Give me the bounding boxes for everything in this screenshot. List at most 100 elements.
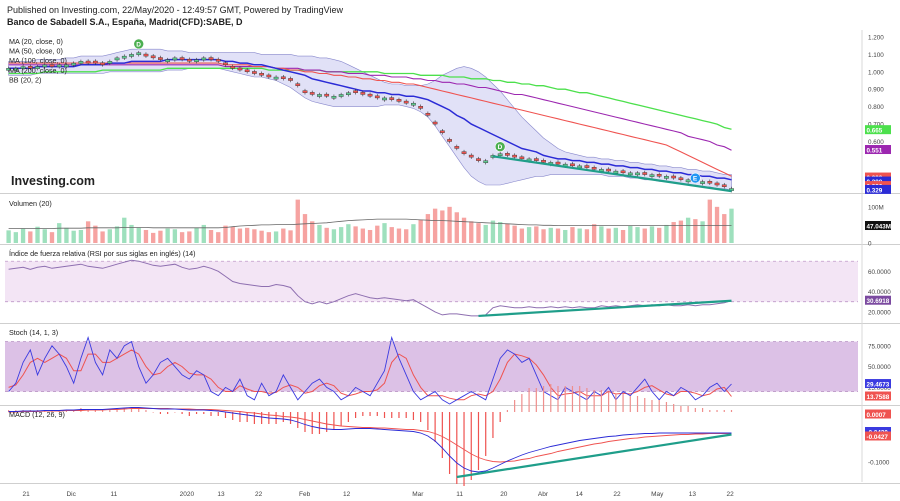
candle xyxy=(172,57,178,61)
volume-bar xyxy=(700,221,705,243)
volume-bar xyxy=(512,225,517,243)
candle xyxy=(570,163,575,167)
macd-histogram-bar xyxy=(629,396,631,412)
volume-bar xyxy=(418,219,423,243)
macd-histogram-bar xyxy=(188,412,190,416)
candle xyxy=(685,179,691,183)
rsi-last-value-bg xyxy=(865,295,891,305)
price-last-value-0: 0.665 xyxy=(867,128,883,135)
candle xyxy=(35,66,40,69)
candle xyxy=(476,158,481,161)
candle xyxy=(208,57,214,60)
candle xyxy=(541,160,546,163)
macd-histogram-bar xyxy=(687,406,689,412)
volume-bar xyxy=(526,227,532,243)
stoch-tick-label: 25.0000 xyxy=(868,385,891,392)
macd-histogram-bar xyxy=(665,402,668,412)
x-tick-label: 21 xyxy=(22,491,30,498)
price-pane: 1.200 1.100 1.000 0.900 0.800 0.700 0.600 D D E 0.… xyxy=(6,34,891,194)
macd-histogram-bar xyxy=(311,412,313,434)
price-legend-entry: MA (20, close, 0) xyxy=(9,37,63,46)
candle xyxy=(497,153,503,156)
price-tick-label: 0.700 xyxy=(868,122,884,129)
candle xyxy=(367,93,373,97)
candle xyxy=(64,64,69,68)
volume-bar xyxy=(519,228,525,243)
volume-bar xyxy=(331,229,337,243)
macd-histogram-bar xyxy=(441,412,443,458)
candle xyxy=(656,174,662,177)
x-tick-label: 20 xyxy=(500,491,508,498)
x-tick-label: 11 xyxy=(110,491,117,498)
volume-bar xyxy=(165,228,170,243)
volume-bar xyxy=(281,228,286,243)
macd-histogram-bar xyxy=(297,412,299,428)
price-tick-label: 0.600 xyxy=(868,139,884,146)
candle xyxy=(244,69,250,73)
volume-bar xyxy=(404,229,409,243)
candle xyxy=(49,64,55,67)
macd-histogram-bar xyxy=(405,412,407,418)
stoch-k-last-value: 29.4673 xyxy=(867,382,890,389)
macd-histogram-bar xyxy=(289,412,292,424)
candle xyxy=(512,154,517,158)
event-marker xyxy=(133,38,145,50)
volume-bar xyxy=(71,230,76,243)
stoch-k-line xyxy=(8,335,732,405)
volume-bar xyxy=(100,231,105,243)
macd-histogram-bar xyxy=(246,412,248,422)
macd-histogram-bar xyxy=(579,386,581,412)
candle xyxy=(237,67,243,71)
volume-bar xyxy=(555,228,561,243)
legends: MA (20, close, 0)MA (50, close, 0)MA (10… xyxy=(9,37,196,419)
candle xyxy=(6,68,11,71)
volume-bar xyxy=(628,225,633,243)
volume-bar xyxy=(302,214,308,243)
candle xyxy=(78,61,84,64)
macd-histogram-bar xyxy=(195,412,198,414)
candle xyxy=(353,90,358,93)
candle xyxy=(92,60,98,64)
macd-histogram-bar xyxy=(239,412,241,422)
macd-histogram-bar xyxy=(593,390,595,412)
candle xyxy=(627,172,633,176)
volume-bar xyxy=(122,217,127,243)
macd-histogram-bar xyxy=(514,400,516,412)
volume-bar xyxy=(411,224,416,243)
macd-histogram-bar xyxy=(434,412,436,442)
macd-histogram-bar xyxy=(8,410,10,412)
ma100-line xyxy=(8,64,732,151)
macd-histogram-bar xyxy=(412,412,415,420)
macd-histogram-bar xyxy=(586,388,588,412)
volume-bar xyxy=(28,231,33,243)
rsi-trendline xyxy=(478,299,732,318)
event-marker-label: D xyxy=(498,144,503,151)
x-tick-label: 22 xyxy=(613,491,621,498)
macd-histogram-bar xyxy=(181,412,183,414)
macd-histogram-bar xyxy=(492,412,494,438)
macd-histogram-bar xyxy=(420,412,422,422)
volume-bar xyxy=(208,229,214,243)
price-tick-label: 0.900 xyxy=(868,87,884,94)
candle xyxy=(649,174,655,177)
macd-histogram-bar xyxy=(644,398,646,412)
macd-histogram-bar xyxy=(427,412,429,430)
volume-bar xyxy=(599,226,604,243)
macd-histogram-bar xyxy=(608,392,610,412)
macd-line xyxy=(8,407,732,473)
volume-bar xyxy=(259,230,264,243)
volume-title: Volumen (20) xyxy=(9,199,52,208)
macd-histogram-bar xyxy=(716,410,718,412)
macd-histogram-bar xyxy=(470,412,472,480)
volume-bar xyxy=(78,229,84,243)
volume-bar xyxy=(591,224,597,243)
volume-average-line xyxy=(8,218,732,229)
price-last-value-5: 0.329 xyxy=(867,187,883,194)
volume-bar xyxy=(346,224,351,243)
event-marker-label: E xyxy=(693,176,698,183)
candle xyxy=(136,52,142,55)
candle xyxy=(555,161,561,165)
volume-bar xyxy=(447,206,452,243)
volume-bar xyxy=(42,229,47,243)
price-tick-label: 1.000 xyxy=(868,69,884,76)
